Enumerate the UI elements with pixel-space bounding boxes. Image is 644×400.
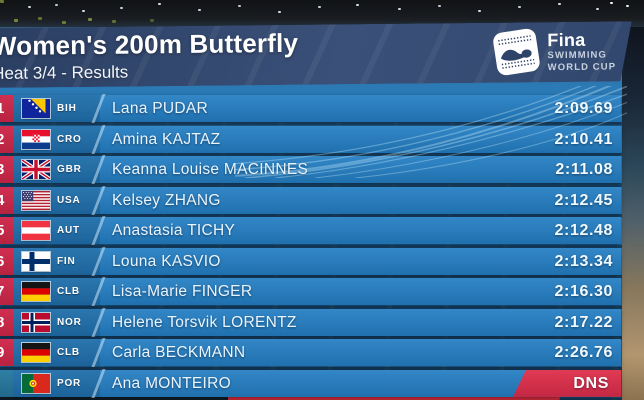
usa-flag-icon — [22, 190, 50, 210]
row-bar: GBR Keanna Louise MACINNES 2:11.08 — [13, 155, 621, 185]
rank-number: 8 — [0, 313, 5, 331]
result-time: 2:11.08 — [555, 161, 613, 179]
results-table: 1 BIH Lana PUDAR 2:09.69 2 CRO Amina KAJ… — [0, 94, 621, 398]
row-bar: CLB Lisa-Marie FINGER 2:16.30 — [13, 277, 621, 307]
row-bar: CLB Carla BECKMANN 2:26.76 — [13, 338, 621, 368]
country-code: GBR — [57, 164, 82, 176]
country-code: CLB — [57, 347, 80, 359]
rank-number: 3 — [0, 161, 5, 179]
row-bar: FIN Louna KASVIO 2:13.34 — [13, 246, 621, 276]
rank-cell: 1 — [0, 95, 13, 122]
bih-flag-icon — [22, 99, 50, 118]
result-time: 2:13.34 — [554, 252, 613, 270]
result-time: 2:26.76 — [554, 344, 613, 362]
gbr-flag-icon — [22, 160, 50, 180]
result-time: 2:17.22 — [554, 313, 613, 331]
row-bar: NOR Helene Torsvik LORENTZ 2:17.22 — [13, 307, 621, 337]
swimmer-name: Ana MONTEIRO — [112, 374, 232, 392]
right-edge-background — [622, 27, 644, 400]
rank-cell — [0, 369, 13, 397]
cro-flag-icon — [22, 129, 50, 149]
rank-number: 7 — [0, 283, 5, 301]
swimmer-name: Anastasia TICHY — [112, 222, 236, 240]
fina-swimming-label: SWIMMING — [547, 49, 608, 62]
nor-flag-icon — [22, 312, 50, 332]
country-code: NOR — [57, 316, 82, 328]
swimmer-name: Lisa-Marie FINGER — [112, 283, 253, 301]
row-bar: BIH Lana PUDAR 2:09.69 — [13, 94, 621, 123]
swimmer-name: Amina KAJTAZ — [112, 130, 221, 148]
result-row-7: 7 CLB Lisa-Marie FINGER 2:16.30 — [0, 277, 621, 307]
result-row-3: 3 GBR Keanna Louise MACINNES 2:11.08 — [0, 155, 621, 185]
rank-cell: 5 — [0, 217, 13, 245]
rank-cell: 3 — [0, 156, 13, 184]
rank-number: 6 — [0, 252, 5, 270]
aut-flag-icon — [22, 221, 50, 241]
result-row-8: 8 NOR Helene Torsvik LORENTZ 2:17.22 — [0, 307, 621, 337]
event-subtitle: Heat 3/4 - Results — [0, 62, 129, 83]
fina-logo-text: Fina SWIMMING WORLD CUP — [547, 30, 616, 72]
country-code: BIH — [57, 103, 77, 114]
bottom-dark-background — [0, 396, 228, 400]
event-header-banner: Women's 200m Butterfly Heat 3/4 - Result… — [0, 21, 632, 88]
fina-brand: Fina — [547, 29, 586, 51]
rank-cell: 8 — [0, 308, 13, 336]
result-row-9: 9 CLB Carla BECKMANN 2:26.76 — [0, 338, 621, 368]
swimmer-name: Carla BECKMANN — [112, 344, 246, 362]
event-title: Women's 200m Butterfly — [0, 27, 299, 61]
rank-number: 9 — [0, 344, 5, 362]
result-row-1: 1 BIH Lana PUDAR 2:09.69 — [0, 94, 621, 123]
ger-flag-icon — [22, 343, 50, 363]
result-time: 2:12.48 — [554, 222, 613, 240]
row-bar: USA Kelsey ZHANG 2:12.45 — [13, 185, 621, 215]
result-row-5: 5 AUT Anastasia TICHY 2:12.48 — [0, 216, 621, 246]
por-flag-icon — [22, 373, 50, 393]
country-code: USA — [57, 194, 81, 206]
row-bar: CRO Amina KAJTAZ 2:10.41 — [13, 124, 621, 154]
ger-flag-icon — [22, 282, 50, 302]
country-code: CLB — [57, 286, 80, 298]
event-header-text: Women's 200m Butterfly Heat 3/4 - Result… — [0, 28, 299, 84]
country-code: FIN — [57, 255, 76, 267]
swimmer-name: Keanna Louise MACINNES — [112, 161, 309, 179]
result-time: 2:09.69 — [554, 100, 613, 117]
swimmer-name: Kelsey ZHANG — [112, 191, 221, 209]
country-code: CRO — [57, 133, 82, 145]
result-row-10: POR Ana MONTEIRO DNS — [0, 368, 621, 398]
result-row-4: 4 USA Kelsey ZHANG 2:12.45 — [0, 185, 621, 215]
rank-cell: 4 — [0, 186, 13, 214]
swimmer-name: Louna KASVIO — [112, 252, 221, 270]
rank-number: 5 — [0, 222, 5, 240]
dns-status-badge: DNS — [513, 369, 621, 397]
result-row-6: 6 FIN Louna KASVIO 2:13.34 — [0, 246, 621, 276]
result-time: 2:10.41 — [554, 130, 613, 148]
result-row-2: 2 CRO Amina KAJTAZ 2:10.41 — [0, 124, 621, 154]
country-code: POR — [57, 377, 82, 389]
rank-cell: 9 — [0, 339, 13, 367]
swimmer-name: Lana PUDAR — [112, 100, 209, 117]
swimmer-name: Helene Torsvik LORENTZ — [112, 313, 297, 331]
rank-number: 1 — [0, 100, 5, 117]
result-time: 2:16.30 — [554, 283, 613, 301]
arena-green-lights — [0, 0, 4, 3]
rank-cell: 6 — [0, 247, 13, 275]
country-code: AUT — [57, 225, 80, 237]
rank-cell: 7 — [0, 278, 13, 306]
fin-flag-icon — [22, 251, 50, 271]
row-bar: AUT Anastasia TICHY 2:12.48 — [13, 216, 621, 246]
row-bar: POR Ana MONTEIRO DNS — [13, 368, 621, 398]
fina-worldcup-label: WORLD CUP — [547, 60, 617, 73]
rank-cell: 2 — [0, 125, 13, 153]
fina-logo: Fina SWIMMING WORLD CUP — [493, 28, 616, 74]
result-time: 2:12.45 — [554, 191, 613, 209]
rank-number: 2 — [0, 130, 5, 148]
rank-number: 4 — [0, 191, 5, 209]
fina-swimmer-icon — [490, 26, 541, 77]
